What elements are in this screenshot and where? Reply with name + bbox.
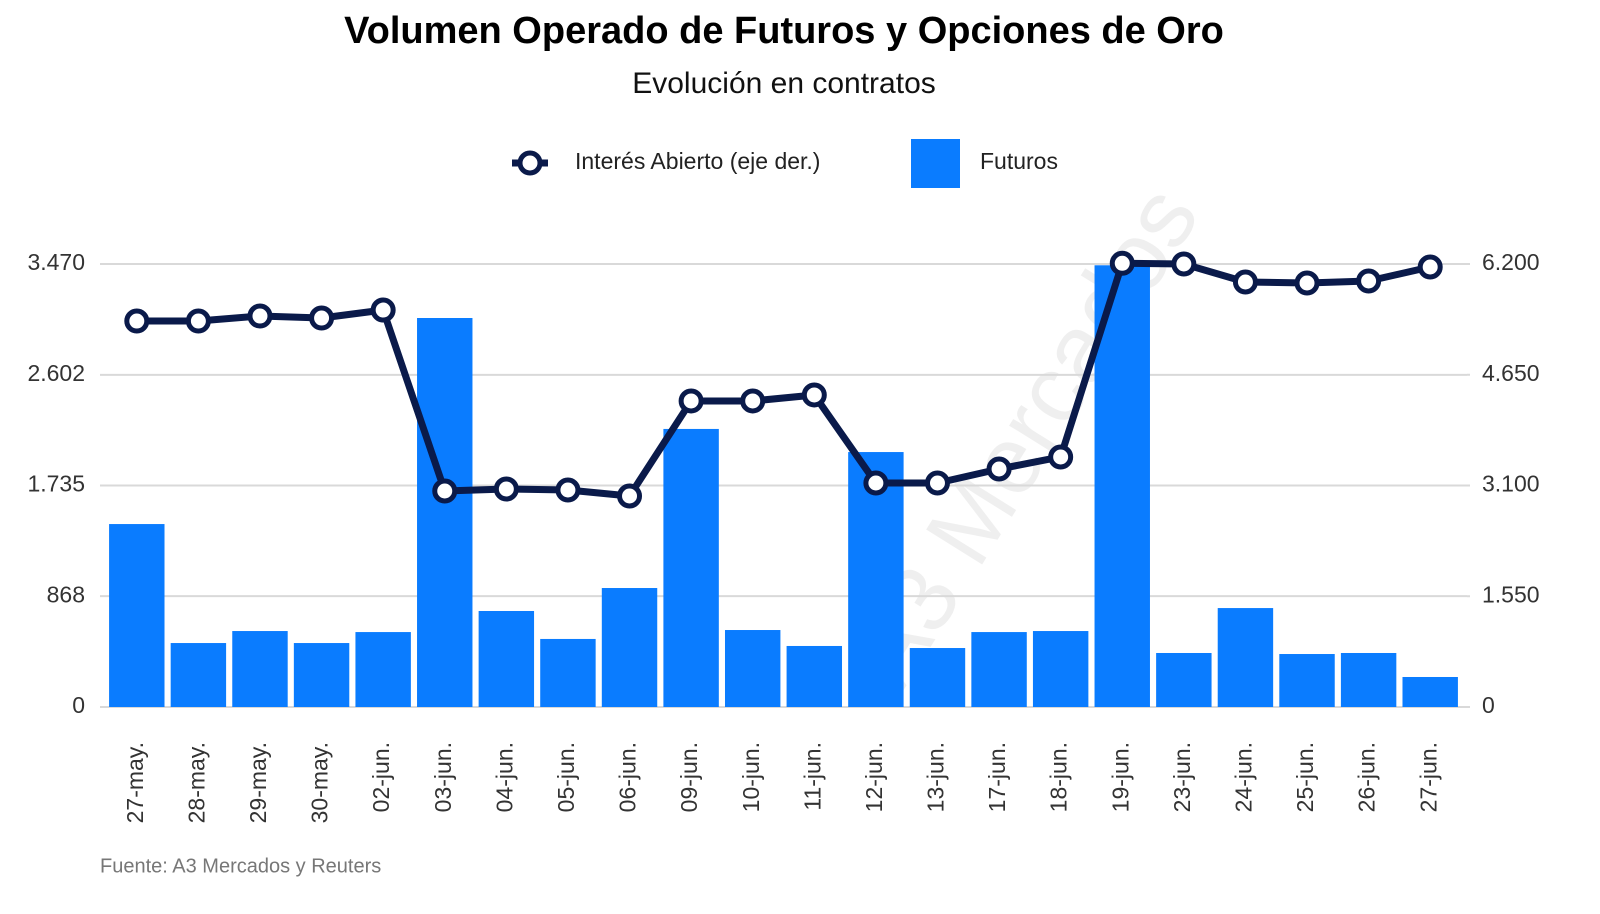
- x-tick-label: 19-jun.: [1107, 742, 1133, 812]
- chart-title: Volumen Operado de Futuros y Opciones de…: [344, 10, 1224, 52]
- x-tick-label: 24-jun.: [1231, 742, 1257, 812]
- legend-swatch: [911, 139, 960, 188]
- bar: [1402, 676, 1458, 707]
- line-point: [247, 303, 273, 329]
- y2-tick-label: 3.100: [1482, 471, 1540, 497]
- line-point: [493, 476, 519, 502]
- x-tick-label: 26-jun.: [1354, 742, 1380, 812]
- line-point: [801, 382, 827, 408]
- line-point: [617, 483, 643, 509]
- y2-tick-label: 6.200: [1482, 249, 1540, 275]
- line-point: [370, 297, 396, 323]
- legend-marker: [517, 150, 543, 176]
- bar: [1156, 652, 1212, 707]
- line-point: [185, 308, 211, 334]
- y-tick-label: 0: [72, 692, 85, 718]
- x-tick-label: 27-jun.: [1415, 742, 1441, 812]
- legend-label: Futuros: [980, 148, 1058, 174]
- x-tick-label: 29-may.: [245, 742, 271, 823]
- x-tick-label: 27-may.: [122, 742, 148, 823]
- x-tick-label: 04-jun.: [491, 742, 517, 812]
- y2-tick-label: 4.650: [1482, 360, 1540, 386]
- x-tick-label: 06-jun.: [615, 742, 641, 812]
- y-tick-label: 1.735: [27, 471, 85, 497]
- bar: [1340, 652, 1397, 707]
- line-point: [986, 456, 1012, 482]
- bar: [601, 588, 658, 707]
- line-point: [1356, 268, 1382, 294]
- line-point: [1417, 254, 1443, 280]
- y2-tick-label: 1.550: [1482, 581, 1540, 607]
- line-point: [1048, 444, 1074, 470]
- line-point: [1232, 269, 1258, 295]
- chart-subtitle: Evolución en contratos: [632, 67, 936, 100]
- x-tick-label: 30-may.: [307, 742, 333, 823]
- bar: [109, 524, 165, 707]
- line-point: [678, 388, 704, 414]
- bar: [478, 610, 535, 707]
- x-tick-label: 05-jun.: [553, 742, 579, 812]
- y-tick-label: 868: [47, 581, 85, 607]
- bar: [540, 638, 596, 707]
- bar: [417, 318, 473, 707]
- bar: [1032, 631, 1089, 707]
- x-tick-label: 23-jun.: [1169, 742, 1195, 812]
- bar: [232, 631, 288, 707]
- bar: [1094, 265, 1150, 707]
- line-point: [309, 305, 335, 331]
- bar: [724, 630, 781, 707]
- line-point: [924, 470, 950, 496]
- bar: [1217, 608, 1274, 707]
- bar: [909, 648, 966, 707]
- x-tick-label: 25-jun.: [1292, 742, 1318, 812]
- x-tick-label: 18-jun.: [1046, 742, 1072, 812]
- y-tick-label: 3.470: [27, 249, 85, 275]
- line-point: [1171, 251, 1197, 277]
- legend-label: Interés Abierto (eje der.): [575, 148, 820, 174]
- x-tick-label: 03-jun.: [430, 742, 456, 812]
- x-tick-label: 12-jun.: [861, 742, 887, 812]
- y-tick-label: 2.602: [27, 360, 85, 386]
- x-tick-label: 17-jun.: [984, 742, 1010, 812]
- x-tick-label: 09-jun.: [676, 742, 702, 812]
- x-tick-label: 10-jun.: [738, 742, 764, 812]
- bar: [293, 643, 350, 707]
- line-point: [863, 470, 889, 496]
- bar: [971, 632, 1027, 707]
- line-point: [740, 388, 766, 414]
- x-tick-label: 13-jun.: [923, 742, 949, 812]
- x-tick-label: 11-jun.: [799, 742, 825, 811]
- x-tick-label: 02-jun.: [368, 742, 394, 812]
- line-point: [555, 477, 581, 503]
- bar: [170, 643, 227, 707]
- y2-tick-label: 0: [1482, 692, 1495, 718]
- bar: [1279, 654, 1335, 707]
- bar: [355, 632, 411, 707]
- line-point: [1109, 250, 1135, 276]
- source: Fuente: A3 Mercados y Reuters: [100, 855, 381, 877]
- line-point: [124, 308, 150, 334]
- bar: [786, 645, 843, 707]
- x-tick-label: 28-may.: [183, 742, 209, 823]
- line-point: [1294, 270, 1320, 296]
- line-point: [432, 478, 458, 504]
- bar: [663, 428, 719, 707]
- line: [136, 259, 1431, 500]
